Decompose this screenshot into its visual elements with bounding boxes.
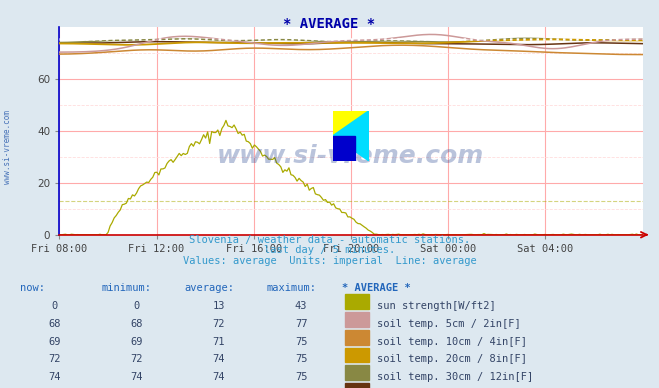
Polygon shape: [333, 111, 369, 161]
Text: www.si-vreme.com: www.si-vreme.com: [217, 144, 484, 168]
Text: 74: 74: [48, 372, 61, 382]
Text: 77: 77: [295, 319, 307, 329]
Text: 69: 69: [48, 337, 61, 347]
Text: 68: 68: [48, 319, 61, 329]
Text: 72: 72: [130, 355, 143, 364]
Text: 72: 72: [213, 319, 225, 329]
Text: * AVERAGE *: * AVERAGE *: [342, 283, 411, 293]
Text: 68: 68: [130, 319, 143, 329]
Text: maximum:: maximum:: [266, 283, 316, 293]
Text: 69: 69: [130, 337, 143, 347]
Text: www.si-vreme.com: www.si-vreme.com: [3, 111, 13, 184]
FancyBboxPatch shape: [345, 312, 369, 327]
FancyBboxPatch shape: [345, 365, 369, 380]
Text: average:: average:: [184, 283, 234, 293]
Text: 0: 0: [133, 301, 140, 311]
Text: soil temp. 30cm / 12in[F]: soil temp. 30cm / 12in[F]: [377, 372, 533, 382]
Text: 75: 75: [295, 355, 307, 364]
Text: soil temp. 20cm / 8in[F]: soil temp. 20cm / 8in[F]: [377, 355, 527, 364]
Text: last day / 5 minutes.: last day / 5 minutes.: [264, 245, 395, 255]
Text: 74: 74: [213, 372, 225, 382]
Text: 0: 0: [51, 301, 57, 311]
Text: soil temp. 5cm / 2in[F]: soil temp. 5cm / 2in[F]: [377, 319, 521, 329]
Polygon shape: [333, 111, 369, 136]
Text: Values: average  Units: imperial  Line: average: Values: average Units: imperial Line: av…: [183, 256, 476, 266]
FancyBboxPatch shape: [345, 348, 369, 362]
Text: Slovenia / weather data - automatic stations.: Slovenia / weather data - automatic stat…: [189, 234, 470, 244]
Text: 43: 43: [295, 301, 307, 311]
Text: 75: 75: [295, 337, 307, 347]
Text: now:: now:: [20, 283, 45, 293]
Text: 72: 72: [48, 355, 61, 364]
Text: 74: 74: [130, 372, 143, 382]
FancyBboxPatch shape: [345, 330, 369, 345]
Bar: [333, 136, 355, 161]
Text: 75: 75: [295, 372, 307, 382]
Text: soil temp. 10cm / 4in[F]: soil temp. 10cm / 4in[F]: [377, 337, 527, 347]
Text: 74: 74: [213, 355, 225, 364]
FancyBboxPatch shape: [345, 383, 369, 388]
Text: sun strength[W/ft2]: sun strength[W/ft2]: [377, 301, 496, 311]
FancyBboxPatch shape: [345, 294, 369, 309]
Text: minimum:: minimum:: [101, 283, 152, 293]
Text: 71: 71: [213, 337, 225, 347]
Text: 13: 13: [213, 301, 225, 311]
Text: * AVERAGE *: * AVERAGE *: [283, 17, 376, 31]
